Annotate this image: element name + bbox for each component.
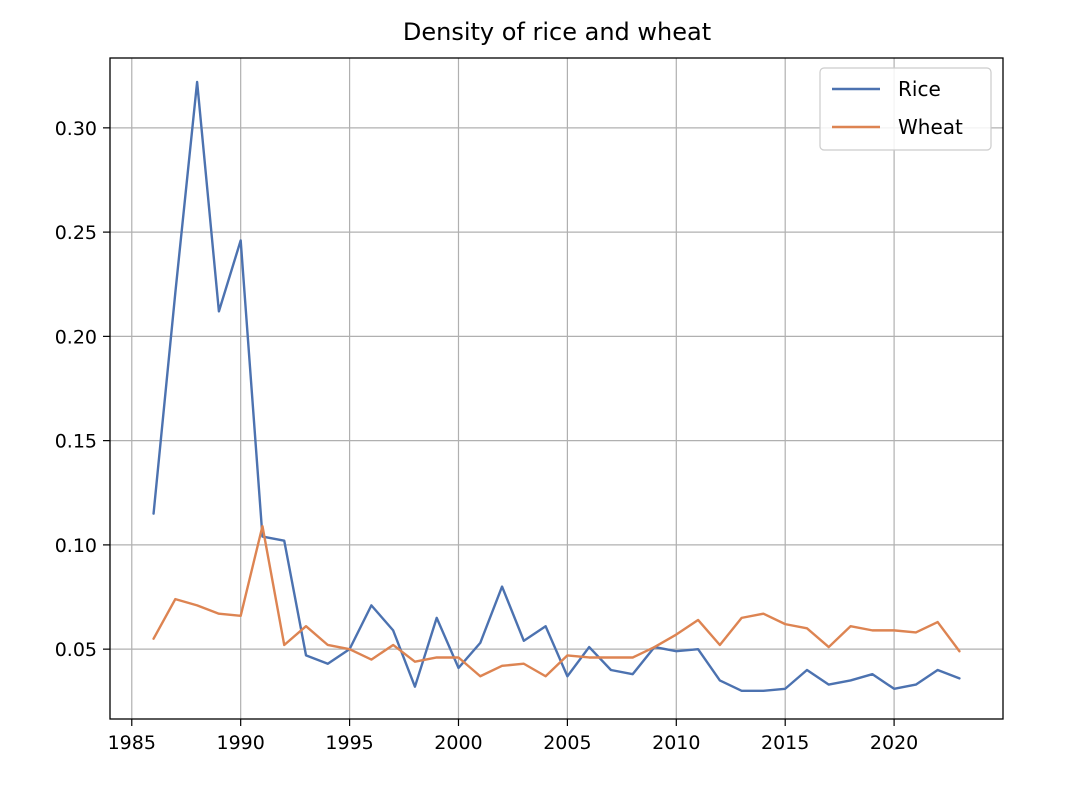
y-tick-label: 0.15 bbox=[55, 431, 97, 453]
series-lines bbox=[152, 80, 961, 693]
legend-label-rice: Rice bbox=[898, 77, 941, 101]
y-tick-label: 0.10 bbox=[55, 535, 97, 557]
legend-label-wheat: Wheat bbox=[898, 115, 963, 139]
x-tick-label: 2015 bbox=[761, 732, 809, 754]
x-tick-label: 2010 bbox=[652, 732, 700, 754]
grid bbox=[110, 58, 1003, 719]
x-tick-label: 2000 bbox=[434, 732, 482, 754]
axes-frame bbox=[109, 57, 1004, 720]
y-tick-label: 0.05 bbox=[55, 639, 97, 661]
axis-ticks: 1985 1990 1995 2000 2005 2010 2015 2020 0.05 0.10… bbox=[55, 118, 919, 754]
series-line-wheat bbox=[152, 524, 961, 678]
x-tick-label: 2020 bbox=[870, 732, 918, 754]
x-tick-label: 1995 bbox=[325, 732, 373, 754]
series-line-rice bbox=[152, 80, 961, 693]
y-tick-label: 0.25 bbox=[55, 222, 97, 244]
x-tick-label: 2005 bbox=[543, 732, 591, 754]
x-tick-label: 1990 bbox=[217, 732, 265, 754]
y-tick-label: 0.20 bbox=[55, 326, 97, 348]
y-tick-label: 0.30 bbox=[55, 118, 97, 140]
legend: Rice Wheat bbox=[819, 67, 992, 151]
chart-title: Density of rice and wheat bbox=[403, 18, 711, 46]
x-tick-label: 1985 bbox=[108, 732, 156, 754]
